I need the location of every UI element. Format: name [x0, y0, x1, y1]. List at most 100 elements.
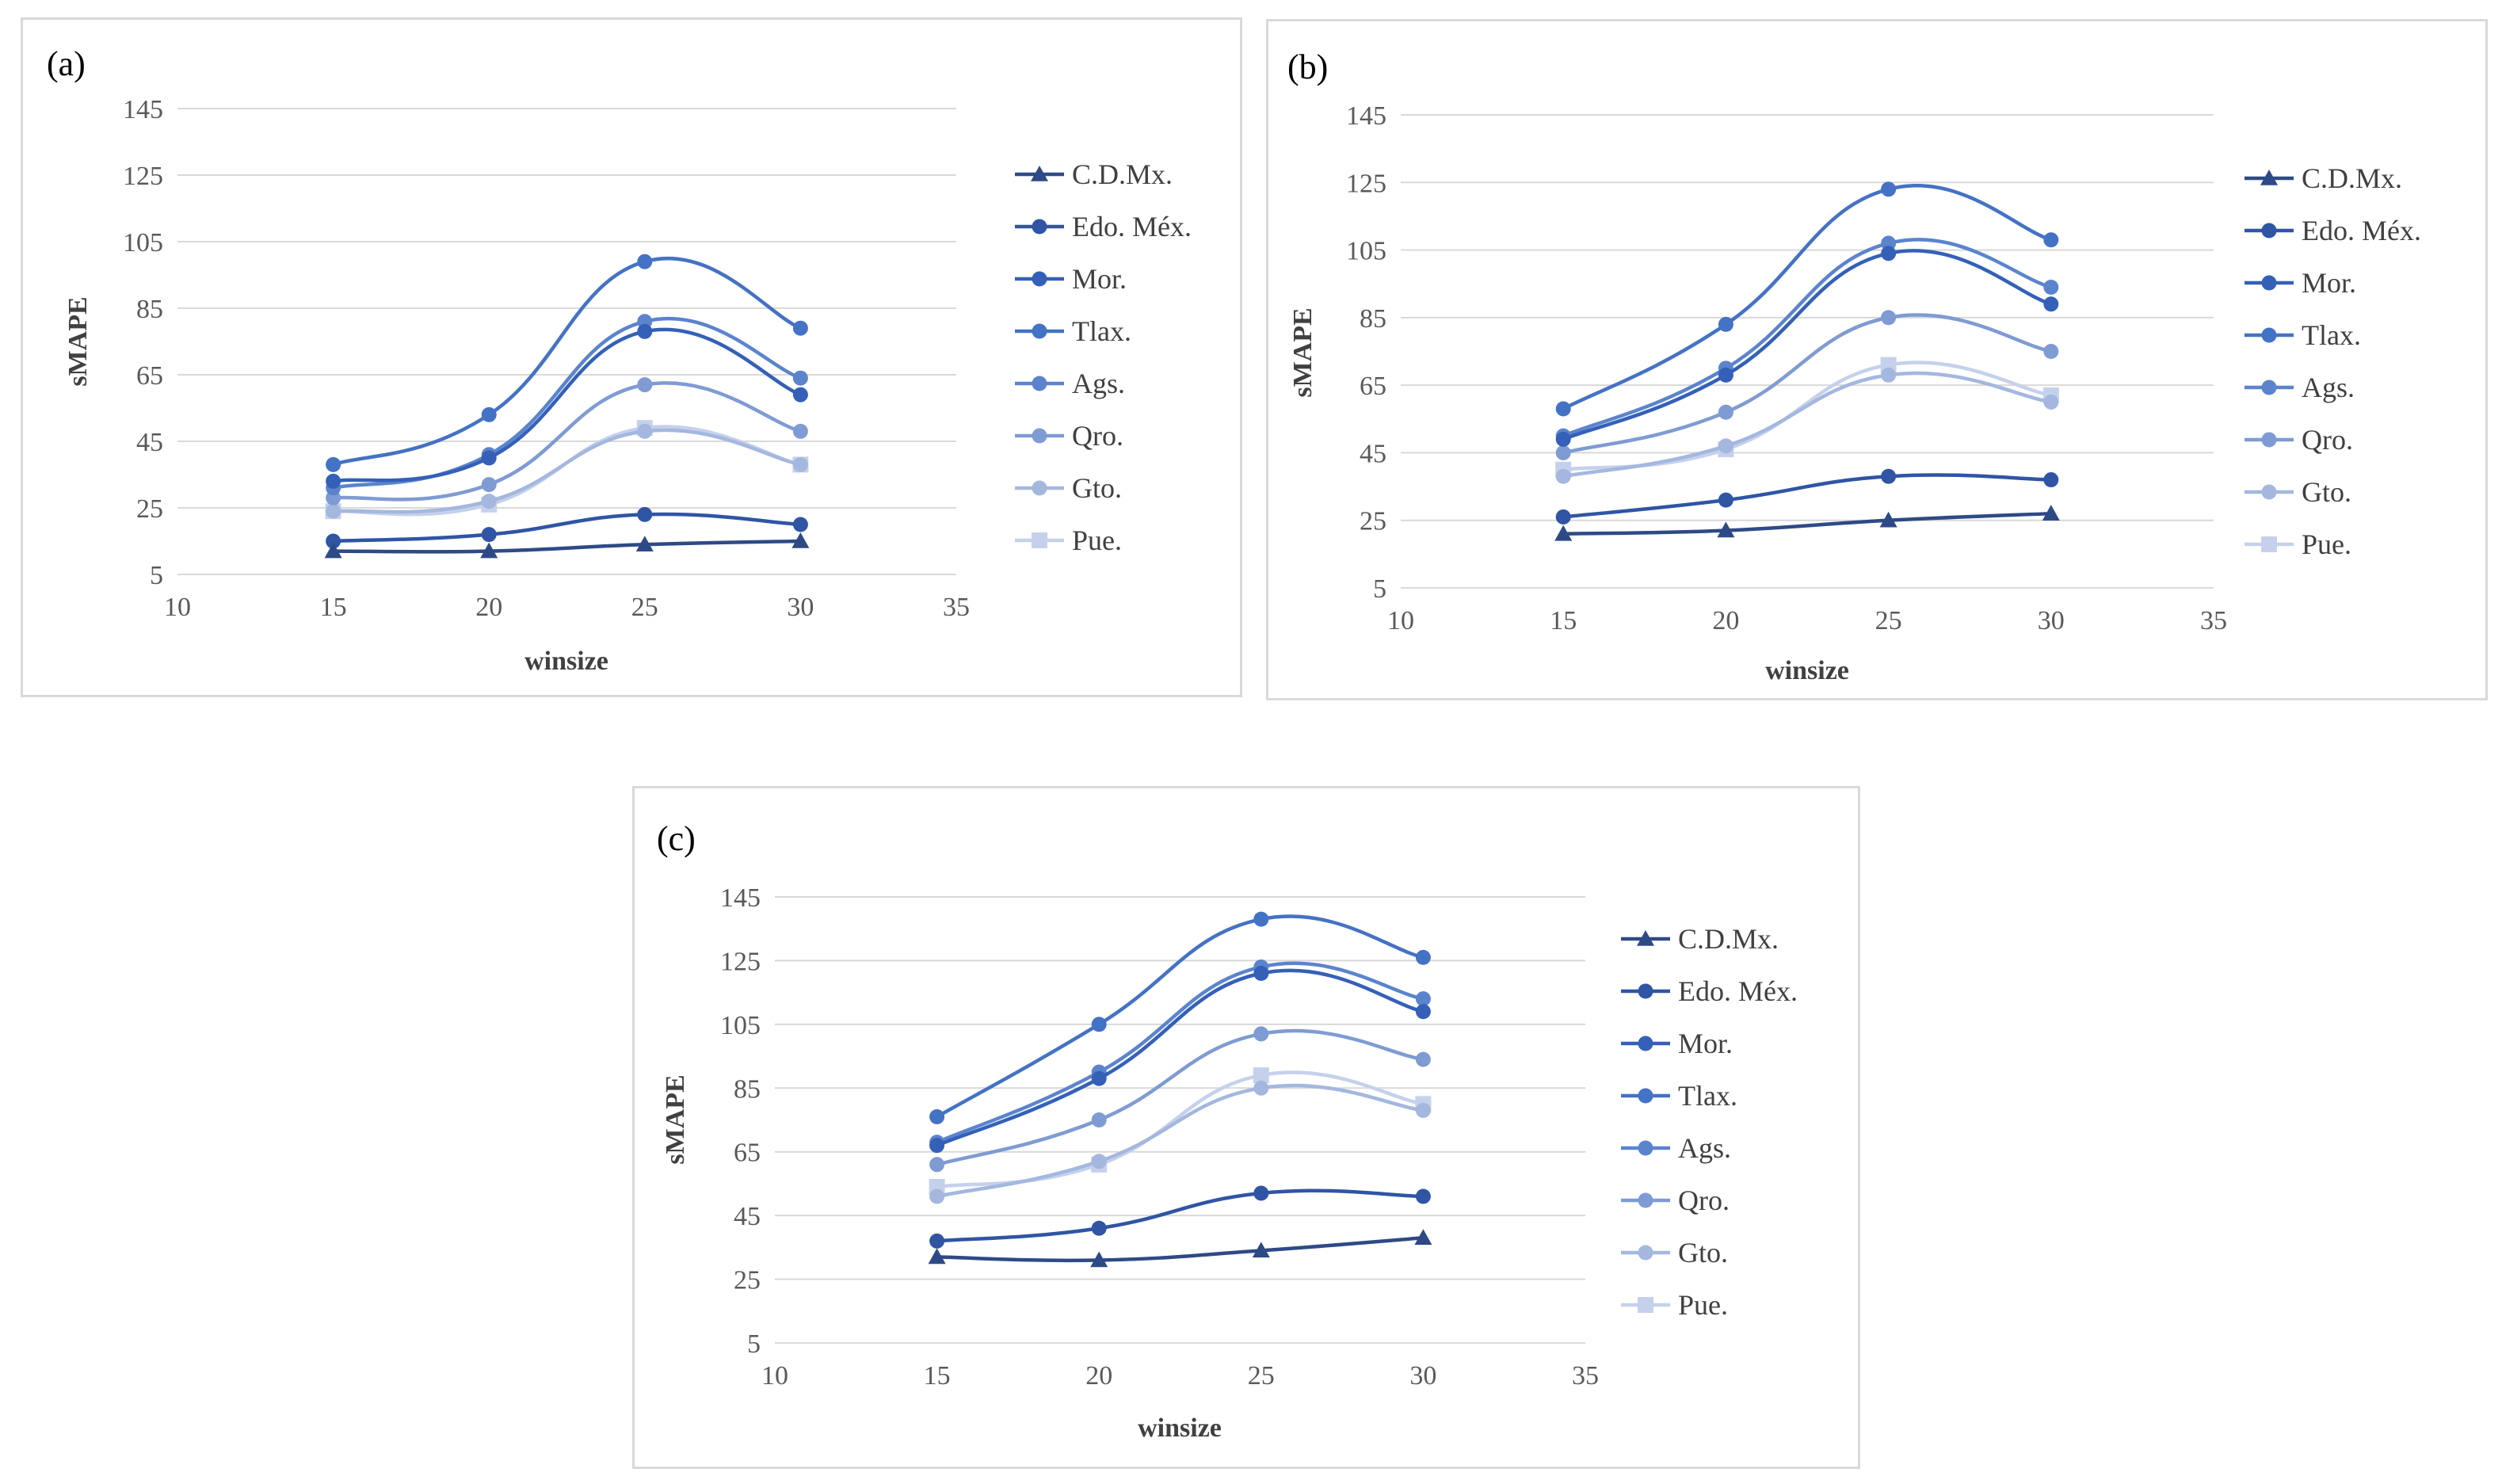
x-tick-label: 35 — [943, 593, 970, 622]
legend-item: Ags. — [1015, 368, 1125, 399]
data-point — [929, 1233, 945, 1249]
series-line — [331, 316, 803, 490]
x-tick-label: 25 — [631, 593, 658, 622]
y-tick-label: 145 — [720, 883, 761, 913]
data-point — [1717, 521, 1735, 538]
series-line — [935, 1236, 1425, 1263]
series-line — [1561, 371, 2054, 479]
data-point — [929, 1138, 945, 1154]
legend-marker — [1638, 1192, 1653, 1208]
x-tick-label: 30 — [1409, 1361, 1436, 1391]
y-axis-title: sMAPE — [63, 296, 93, 386]
data-point — [324, 542, 342, 559]
legend-label: Pue. — [2302, 528, 2351, 560]
legend-label: Pue. — [1678, 1289, 1728, 1321]
data-point — [1415, 1051, 1431, 1067]
y-tick-label: 45 — [734, 1202, 761, 1231]
legend-label: Ags. — [1678, 1132, 1731, 1164]
legend-marker — [1638, 1297, 1653, 1313]
series-line — [331, 327, 803, 483]
series-line — [331, 381, 803, 502]
y-tick-label: 5 — [150, 561, 163, 590]
legend-item: Gto. — [1621, 1237, 1728, 1268]
x-tick-label: 10 — [164, 593, 191, 622]
y-tick-label: 65 — [1360, 372, 1386, 401]
legend-label: Tlax. — [1072, 315, 1131, 347]
series-line — [1561, 313, 2054, 455]
x-axis-title: winsize — [1138, 1413, 1222, 1443]
data-point — [326, 456, 341, 472]
data-point — [481, 527, 497, 543]
x-tick-label: 10 — [761, 1361, 788, 1391]
data-point — [1415, 991, 1431, 1007]
x-tick-label: 25 — [1875, 606, 1902, 635]
legend-item: Qro. — [2245, 424, 2353, 456]
series-gto — [1555, 367, 2059, 484]
legend-item: Edo. Méx. — [1621, 975, 1798, 1007]
data-point — [635, 536, 654, 551]
legend-marker — [2261, 484, 2277, 500]
data-point — [637, 506, 653, 522]
legend-label: Qro. — [2302, 424, 2353, 456]
y-axis-title: sMAPE — [1288, 307, 1318, 397]
data-point — [1090, 1251, 1108, 1268]
legend-label: C.D.Mx. — [1072, 158, 1173, 190]
y-tick-label: 105 — [1346, 237, 1386, 266]
data-point — [1718, 316, 1733, 332]
data-point — [1091, 1154, 1107, 1169]
legend-item: Mor. — [2245, 267, 2356, 299]
x-tick-label: 30 — [2038, 606, 2065, 635]
data-point — [1253, 1185, 1269, 1201]
legend-item: Pue. — [2245, 528, 2351, 560]
data-point — [637, 423, 653, 439]
data-point — [1718, 367, 1733, 383]
data-point — [1091, 1220, 1107, 1236]
series-edo-m-x — [1555, 468, 2059, 525]
legend-item: Tlax. — [1621, 1080, 1737, 1112]
legend-item: Gto. — [1015, 472, 1122, 504]
data-point — [1879, 511, 1897, 528]
data-point — [326, 503, 341, 519]
legend-marker — [1032, 219, 1047, 235]
data-point — [1881, 246, 1897, 261]
data-point — [637, 377, 653, 393]
data-point — [1881, 310, 1897, 326]
data-point — [792, 456, 808, 472]
data-point — [1253, 911, 1269, 927]
data-point — [1415, 1004, 1431, 1020]
y-tick-label: 25 — [136, 494, 163, 524]
series-gto — [326, 423, 808, 519]
y-tick-label: 85 — [1360, 304, 1386, 334]
data-point — [637, 254, 653, 269]
x-tick-label: 15 — [924, 1361, 951, 1391]
series-mor — [326, 323, 808, 489]
x-tick-label: 35 — [1572, 1361, 1599, 1391]
data-point — [481, 494, 497, 509]
chart-c-svg: (c) 5 25 45 65 85 105 125 145 10 15 20 25 30 35 winsize… — [657, 819, 1798, 1443]
data-point — [480, 542, 498, 559]
data-point — [791, 532, 810, 548]
data-point — [481, 477, 497, 493]
series-line — [1561, 249, 2054, 441]
legend-marker — [2261, 223, 2277, 238]
chart-panel-a: (a) 5 25 45 65 85 105 125 145 10 15 20 25 30 35 winsize… — [21, 17, 1242, 697]
legend-item: Edo. Méx. — [1015, 211, 1192, 242]
data-point — [792, 320, 808, 336]
series-tlax — [929, 911, 1431, 1124]
legend-marker — [1638, 1036, 1653, 1051]
data-point — [1555, 401, 1571, 417]
legend-label: Mor. — [2302, 267, 2356, 299]
chart-panel-c: (c) 5 25 45 65 85 105 125 145 10 15 20 25 30 35 winsize… — [632, 786, 1860, 1469]
legend-item: Qro. — [1621, 1185, 1730, 1216]
legend-item: Tlax. — [1015, 315, 1131, 347]
legend-label: Pue. — [1072, 525, 1122, 556]
series-edo-m-x — [929, 1185, 1431, 1249]
legend-marker — [2261, 536, 2277, 552]
legend-marker — [1032, 428, 1047, 444]
panel-label-a: (a) — [47, 44, 86, 83]
data-point — [1555, 431, 1571, 447]
legend-item: Mor. — [1621, 1028, 1733, 1059]
data-point — [1415, 1188, 1431, 1204]
legend-item: Gto. — [2245, 476, 2351, 508]
series-line — [1561, 238, 2054, 438]
